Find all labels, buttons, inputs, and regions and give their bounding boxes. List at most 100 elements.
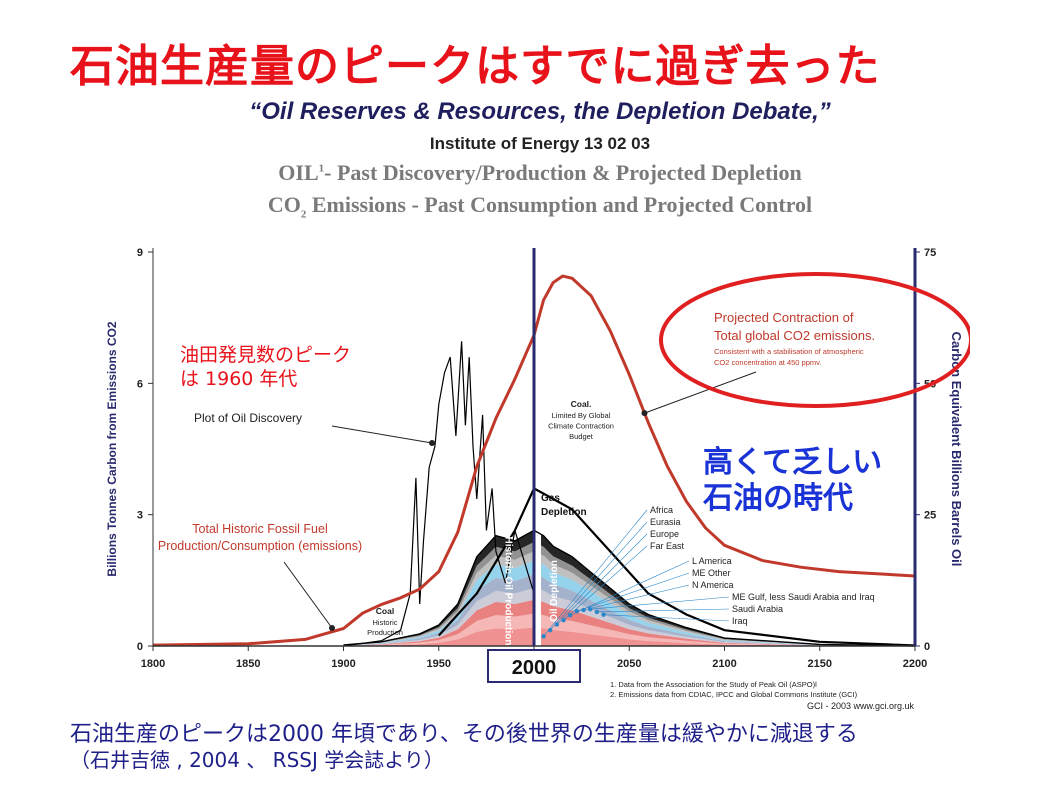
projected-line3: Consistent with a stabilisation of atmos… xyxy=(714,347,864,356)
depletion-band-6 xyxy=(343,560,896,646)
region-dot xyxy=(547,627,553,633)
depletion-chart: 1800 1850 1900 1950 2050 2100 2150 2200 2000 0 3 6 9… xyxy=(105,247,970,711)
region-dot xyxy=(541,634,546,639)
source-note-2: 2. Emissions data from CDIAC, IPCC and G… xyxy=(610,690,858,699)
region-leader xyxy=(583,584,690,611)
source-quote: “Oil Reserves & Resources, the Depletion… xyxy=(249,98,831,125)
total-historic-note-line: Total Historic Fossil Fuel xyxy=(192,522,327,536)
region-label: Saudi Arabia xyxy=(732,604,783,614)
depletion-band-8 xyxy=(343,542,896,646)
discovery-dot xyxy=(429,440,435,446)
highlight-oval xyxy=(659,272,970,408)
coal-historic-sub-line: Historic xyxy=(372,618,397,627)
co2-heading-text: CO xyxy=(267,192,301,217)
total-historic-dot xyxy=(329,625,335,631)
total-historic-leader xyxy=(283,561,333,629)
region-label: Iraq xyxy=(732,616,748,626)
high-scarce-line2: 石油の時代 xyxy=(702,481,853,516)
x-tick-label: 1950 xyxy=(427,658,451,670)
co2-heading-rest: Emissions - Past Consumption and Project… xyxy=(306,192,813,217)
y-right-axis-label: Carbon Equivalent Billions Barrels Oil xyxy=(949,332,964,567)
x-tick-label: 2100 xyxy=(712,658,736,670)
co2-heading: CO2 Emissions - Past Consumption and Pro… xyxy=(120,192,960,220)
projected-line2: Total global CO2 emissions. xyxy=(714,328,875,343)
emissions-projected-line xyxy=(532,274,916,578)
region-label: Europe xyxy=(650,529,679,539)
oil-discovery-line xyxy=(343,341,535,647)
footer-summary: 石油生産のピークは2000 年頃であり、その後世界の生産量は緩やかに減退する xyxy=(70,722,858,747)
depletion-band-5 xyxy=(343,574,896,646)
source-note-1: 1. Data from the Association for the Stu… xyxy=(610,680,817,689)
discovery-leader xyxy=(331,425,433,444)
region-leader xyxy=(603,614,730,622)
coal-limited-sub-line: Climate Contraction xyxy=(548,422,614,431)
year-marker-box xyxy=(487,649,581,683)
projected-dot xyxy=(641,410,648,417)
projected-line1: Projected Contraction of xyxy=(714,310,854,325)
oil-depletion-label: Oil Depletion xyxy=(549,560,560,622)
region-label: ME Gulf, less Saudi Arabia and Iraq xyxy=(732,592,875,602)
region-leader xyxy=(590,596,730,610)
region-label: Far East xyxy=(650,541,685,551)
region-label: N America xyxy=(692,580,734,590)
region-dot xyxy=(567,612,573,618)
region-dot xyxy=(561,617,566,623)
historic-oil-line xyxy=(343,529,535,646)
discovery-label: Plot of Oil Discovery xyxy=(194,411,302,425)
region-dot xyxy=(601,612,606,617)
y-left-tick-label: 6 xyxy=(137,378,143,390)
region-leader xyxy=(543,509,648,637)
region-dot xyxy=(554,622,560,627)
emissions-historic-line xyxy=(152,334,536,647)
axes-layer: 1800 1850 1900 1950 2050 2100 2150 2200 2000 0 3 6 9… xyxy=(105,247,964,683)
annotation-layer: 油田発見数のピークは 1960 年代 Plot of Oil Discovery T… xyxy=(158,272,970,711)
y-left-tick-label: 3 xyxy=(137,510,143,522)
coal-limited-sub-line: Limited By Global xyxy=(552,411,611,420)
y-right-tick-label: 75 xyxy=(924,247,936,259)
projected-line4: CO2 concentration at 450 ppmv. xyxy=(714,358,821,367)
projected-leader xyxy=(644,371,757,414)
depletion-band-1 xyxy=(343,627,896,646)
y-left-axis-label: Billions Tonnes Carbon from Emissions CO… xyxy=(105,321,119,576)
year-marker-label: 2000 xyxy=(512,657,557,679)
total-historic-note-line: Production/Consumption (emissions) xyxy=(158,539,362,553)
discovery-peak-note: 油田発見数のピークは 1960 年代 xyxy=(180,344,351,390)
gas-depletion-label-line: Gas xyxy=(541,493,560,504)
marker-gap xyxy=(533,252,541,646)
total-historic-note: Total Historic Fossil Fuel Production/Con… xyxy=(158,522,362,553)
coal-historic-title: Coal xyxy=(376,606,394,616)
discovery-peak-note-line: 油田発見数のピーク xyxy=(180,344,351,366)
region-leader xyxy=(556,533,648,625)
region-label: L America xyxy=(692,556,732,566)
region-leader xyxy=(549,521,648,631)
footer-citation: （石井吉徳 , 2004 、 RSSJ 学会誌より） xyxy=(70,748,444,772)
depletion-band-4 xyxy=(343,588,896,646)
credit-note: GCI - 2003 www.gci.org.uk xyxy=(807,701,915,711)
region-label: Africa xyxy=(650,505,673,515)
discovery-peak-note-line: は 1960 年代 xyxy=(180,368,297,390)
oil-heading-text: OIL xyxy=(278,160,319,185)
y-left-tick-label: 0 xyxy=(137,641,143,653)
x-tick-label: 2150 xyxy=(808,658,832,670)
region-dot xyxy=(574,609,580,614)
y-right-tick-label: 0 xyxy=(924,641,930,653)
depletion-band-7 xyxy=(343,551,896,646)
x-tick-label: 2200 xyxy=(903,658,927,670)
depletion-band-2 xyxy=(343,613,896,646)
area-layer xyxy=(343,252,896,646)
region-label: ME Other xyxy=(692,568,731,578)
x-tick-label: 1800 xyxy=(141,658,165,670)
region-label: Eurasia xyxy=(650,517,681,527)
region-dot xyxy=(581,607,586,613)
region-leader xyxy=(576,572,690,612)
institute-line: Institute of Energy 13 02 03 xyxy=(429,134,651,153)
y-left-tick-label: 9 xyxy=(137,247,143,259)
gas-depletion-label: Gas Depletion xyxy=(541,493,587,518)
region-dot xyxy=(594,609,600,615)
high-scarce-line1: 高くて乏しい xyxy=(703,445,882,480)
x-tick-label: 1850 xyxy=(236,658,260,670)
oil-heading-sup: 1 xyxy=(318,162,325,175)
co2-heading-sub: 2 xyxy=(300,208,307,221)
depletion-band-9 xyxy=(343,530,896,646)
depletion-band-3 xyxy=(343,599,896,646)
